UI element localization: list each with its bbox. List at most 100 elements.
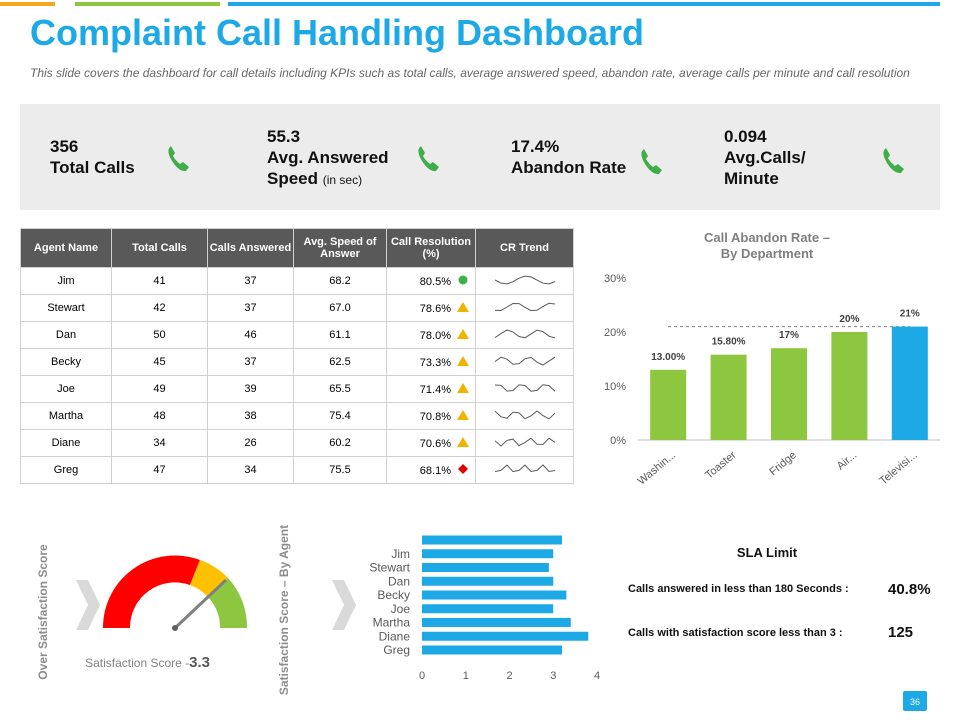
trend-cell (475, 267, 574, 295)
table-cell: 49 (111, 375, 208, 403)
sparkline (494, 302, 555, 311)
bar (422, 631, 589, 641)
kpi-icons (168, 146, 904, 175)
bar (422, 590, 567, 600)
header-cell: CR Trend (475, 228, 574, 268)
table-cell: 34 (207, 456, 294, 484)
table-row: Dan 50 46 61.1 78.0% (20, 321, 574, 349)
phone-icon (641, 149, 662, 175)
bar (422, 535, 562, 545)
gauge-value: 3.3 (189, 654, 210, 671)
indicator-diamond (458, 463, 468, 474)
sparkline (494, 409, 555, 419)
cell-text: 34 (153, 437, 166, 449)
y-tick-label: Joe (391, 602, 411, 616)
trend-cell (475, 294, 574, 322)
sparkline (494, 383, 555, 392)
table-cell: 80.5% (386, 267, 476, 295)
table-cell: 70.6% (386, 429, 476, 457)
table-cell: 61.1 (293, 321, 387, 349)
agent-chart-label: Satisfaction Score – By Agent (277, 525, 291, 695)
sparkline (494, 463, 555, 472)
sparkline-path (494, 356, 555, 366)
cell-text: 48 (153, 410, 166, 422)
table-cell: Becky (20, 348, 112, 376)
cell-text: Greg (53, 464, 79, 476)
sla-title: SLA Limit (737, 545, 798, 560)
cell-text: 49 (153, 383, 166, 395)
table-row: Jim 41 37 68.2 80.5% (20, 267, 574, 295)
cell-text: 70.6% (419, 437, 451, 450)
table-cell: 41 (111, 267, 208, 295)
cell-text: 50 (153, 329, 166, 341)
gauge-yellow (190, 560, 228, 597)
bar-chart-title-text: By Department (721, 246, 814, 261)
kpi: 356 Total Calls (50, 136, 135, 178)
cell-text: 42 (153, 302, 166, 314)
x-tick-label: Air... (835, 449, 860, 472)
y-tick-label: 30% (604, 273, 626, 285)
indicator (457, 328, 469, 339)
x-tick-label: Fridge (767, 449, 799, 478)
top-stripe (75, 2, 220, 6)
sla-label: Calls with satisfaction score less than … (628, 627, 843, 639)
sla-label: Calls answered in less than 180 Seconds … (628, 583, 849, 595)
y-tick-label: 20% (604, 327, 626, 339)
header-cell: Calls Answered (207, 228, 294, 268)
bar-chart-title-text: Call Abandon Rate – (704, 230, 830, 245)
cell-text: 46 (244, 329, 257, 341)
table-cell: 71.4% (386, 375, 476, 403)
indicator-circle (458, 275, 468, 284)
gauge-hub (172, 625, 178, 631)
cell-text: 73.3% (419, 356, 451, 369)
kpi-label: Avg. Answered Speed (267, 148, 389, 188)
data-label: 13.00% (651, 352, 685, 363)
table-cell: 45 (111, 348, 208, 376)
cell-text: 62.5 (329, 356, 351, 368)
header-cell: Call Resolution (%) (386, 228, 476, 268)
cell-text: 47 (153, 464, 166, 476)
sla-value: 125 (888, 624, 913, 641)
cell-text: 70.8% (419, 410, 451, 423)
kpi-label: Abandon Rate (511, 158, 627, 177)
table-cell: 38 (207, 402, 294, 430)
trend-cell (475, 375, 574, 403)
kpi-value: 55.3 (267, 127, 301, 146)
x-tick-label: Washin... (636, 449, 679, 487)
table-cell: Diane (20, 429, 112, 457)
sparkline (494, 356, 555, 366)
kpi-unit: (in sec) (322, 173, 363, 187)
phone-icon (168, 146, 189, 172)
cell-text: 80.5% (419, 275, 451, 288)
cell-text: Diane (51, 437, 81, 449)
table-cell: Dan (20, 321, 112, 349)
cell-text: 67.0 (329, 302, 351, 314)
y-tick-label: Stewart (369, 561, 410, 575)
table-cell: 65.5 (293, 375, 387, 403)
chevron (332, 580, 356, 630)
y-tick-label: 10% (604, 381, 626, 393)
y-tick-label: Greg (383, 643, 410, 657)
cell-text: 39 (244, 383, 257, 395)
trend-cell (475, 456, 574, 484)
cell-text: 61.1 (329, 329, 351, 341)
sparkline-path (494, 329, 555, 338)
table-cell: 75.4 (293, 402, 387, 430)
indicator (457, 436, 469, 447)
header-cell: Avg. Speed of Answer (293, 228, 387, 268)
indicator-triangle (457, 301, 469, 312)
gauge-red (102, 555, 200, 628)
indicator (458, 275, 468, 284)
bar (422, 604, 554, 614)
table-cell: 70.8% (386, 402, 476, 430)
table-cell: Greg (20, 456, 112, 484)
agent-table: Agent Name Total Calls Calls Answered Avg. … (20, 228, 574, 484)
y-tick-label: Diane (379, 629, 411, 643)
phone-icon (418, 146, 439, 172)
page-number-box (903, 691, 927, 711)
sparkline (494, 275, 555, 284)
bar (422, 618, 571, 627)
indicator-triangle (457, 409, 469, 420)
sparkline-path (494, 409, 555, 419)
page-number: 36 (910, 697, 920, 707)
